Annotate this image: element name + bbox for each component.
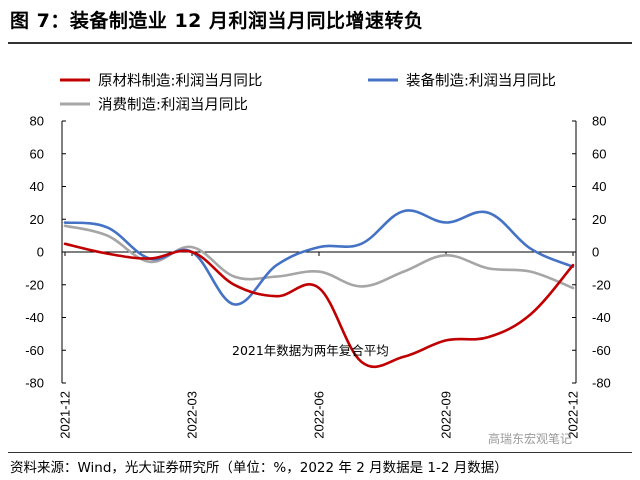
legend-label-2: 装备制造:利润当月同比 [406, 73, 556, 90]
source-note: 资料来源：Wind，光大证券研究所（单位：%，2022 年 2 月数据是 1-2… [10, 460, 508, 476]
y-tick-label-left: 20 [30, 212, 44, 227]
axes: -80 -80 -60 -60 -40 -40 -20 -20 0 0 20 20 40 40 60 60 80… [25, 114, 611, 439]
x-tick-label: 2022-03 [185, 391, 200, 439]
y-tick-label-right: 40 [592, 179, 606, 194]
title-rule [8, 42, 632, 44]
y-tick-label-left: 80 [30, 114, 44, 129]
y-tick-label-left: -80 [25, 376, 44, 391]
y-tick-label-right: 80 [592, 114, 606, 129]
source-rule [8, 452, 632, 453]
x-tick-label: 2022-06 [312, 391, 327, 439]
y-tick-label-right: -60 [592, 343, 611, 358]
y-tick-label-left: 60 [30, 146, 44, 161]
y-tick-label-left: 0 [37, 245, 44, 260]
y-tick-label-right: 20 [592, 212, 606, 227]
watermark: 高瑞东宏观笔记 [488, 432, 573, 446]
chart-title: 图 7：装备制造业 12 月利润当月同比增速转负 [10, 10, 424, 32]
y-tick-label-right: -20 [592, 277, 611, 292]
y-tick-label-left: -20 [25, 277, 44, 292]
series-line-1 [63, 242, 575, 368]
y-tick-label-right: -40 [592, 310, 611, 325]
legend-label-3: 消费制造:利润当月同比 [98, 97, 248, 114]
y-tick-label-left: -40 [25, 310, 44, 325]
y-tick-label-right: -80 [592, 376, 611, 391]
y-tick-label-left: 40 [30, 179, 44, 194]
legend-label-1: 原材料制造:利润当月同比 [98, 73, 262, 90]
y-tick-label-left: -60 [25, 343, 44, 358]
series-lines [63, 209, 575, 368]
y-tick-label-right: 0 [592, 245, 599, 260]
x-tick-label: 2021-12 [58, 391, 73, 439]
y-tick-label-right: 60 [592, 146, 606, 161]
chart-annotation: 2021年数据为两年复合平均 [232, 343, 389, 358]
x-tick-label: 2022-12 [566, 391, 581, 439]
series-line-3 [63, 224, 575, 290]
x-tick-label: 2022-09 [439, 391, 454, 439]
